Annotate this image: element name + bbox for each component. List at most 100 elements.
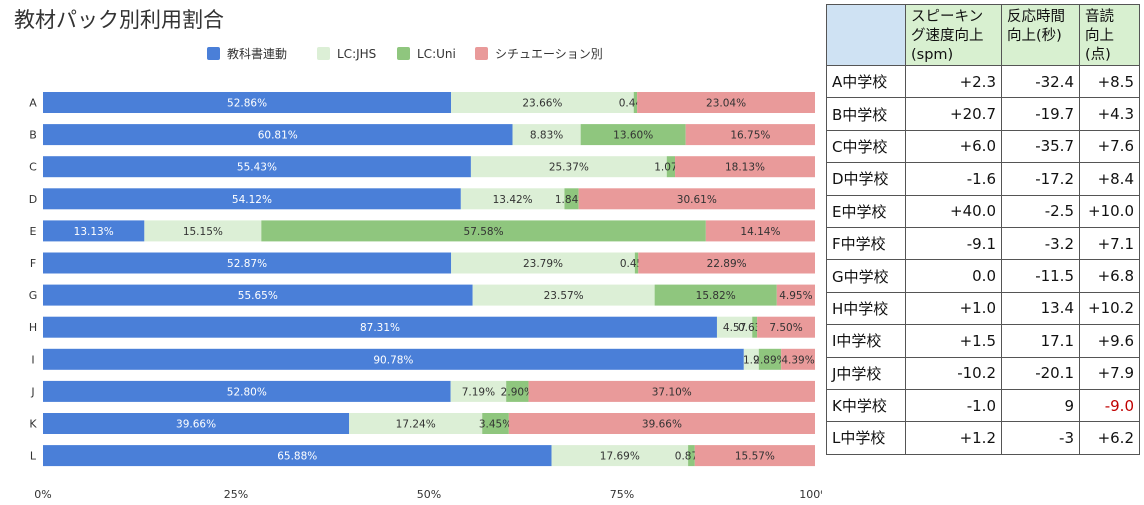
data-label: 52.86% (227, 98, 267, 110)
table-cell: +10.0 (1079, 194, 1140, 228)
school-name: E中学校 (826, 194, 906, 228)
bar-segment (528, 380, 815, 402)
table-cell: 13.4 (1001, 291, 1080, 326)
table-cell: +10.2 (1079, 291, 1140, 326)
data-label: 13.13% (74, 226, 114, 238)
bar-segment (43, 284, 473, 306)
table-cell: +20.7 (905, 97, 1002, 131)
table-cell: -3 (1001, 421, 1080, 455)
table-cell: +7.1 (1079, 226, 1140, 261)
table-cell: +40.0 (905, 194, 1002, 228)
bar-segment (43, 220, 145, 242)
bar-segment (743, 348, 759, 370)
table-cell: -32.4 (1001, 64, 1080, 99)
bar-segment (43, 445, 552, 467)
category-label: L (30, 450, 37, 463)
table-cell: -17.2 (1001, 162, 1080, 196)
bar-segment (781, 348, 815, 370)
bar-segment (451, 92, 634, 113)
table-cell: -3.2 (1001, 226, 1080, 261)
data-label: 23.04% (706, 98, 746, 110)
legend-label: LC:Uni (417, 47, 456, 61)
school-name: G中学校 (826, 259, 906, 293)
data-label: 55.65% (238, 290, 278, 302)
header-line: (spm) (911, 47, 954, 63)
data-label: 55.43% (237, 162, 277, 174)
data-label: 1.9 (743, 354, 760, 366)
table-cell: +6.8 (1079, 259, 1140, 293)
category-label: A (29, 97, 37, 110)
school-name: K中学校 (826, 388, 906, 423)
header-speaking-speed: スピーキン グ速度向上 (spm) (905, 4, 1002, 66)
category-label: C (29, 161, 37, 174)
category-label: B (29, 129, 37, 142)
x-tick-label: 25% (224, 488, 248, 501)
table-header-row: スピーキン グ速度向上 (spm) 反応時間向上(秒) 音読 向上 (点) (826, 4, 1140, 66)
category-label: E (30, 225, 37, 238)
data-label: 39.66% (642, 419, 682, 431)
data-label: 4.57 (723, 322, 746, 334)
bar-segment (578, 188, 815, 210)
category-label: D (29, 193, 37, 206)
bar-segment (43, 252, 452, 274)
school-name: H中学校 (826, 291, 906, 326)
data-label: 18.13% (725, 162, 765, 174)
table-row: K中学校 -1.0 9 -9.0 (826, 388, 1140, 423)
table-cell: -2.5 (1001, 194, 1080, 228)
category-label: I (31, 353, 34, 366)
data-label: 54.12% (232, 194, 272, 206)
table-cell: -9.0 (1079, 388, 1140, 423)
bar-segment (752, 316, 758, 338)
bar-segment (512, 124, 581, 146)
data-label: 16.75% (730, 130, 770, 142)
header-line: 向上(秒) (1007, 28, 1062, 44)
table-cell: -20.1 (1001, 356, 1080, 390)
x-tick-label: 0% (34, 488, 51, 501)
data-label: 23.57% (544, 290, 584, 302)
table-row: D中学校 -1.6 -17.2 +8.4 (826, 162, 1140, 196)
legend-label: LC:JHS (337, 47, 376, 61)
chart-title: 教材パック別利用割合 (14, 8, 224, 32)
bar-segment (637, 92, 815, 113)
bar-segment (758, 348, 782, 370)
header-line: 反応時間 (1007, 9, 1065, 25)
bar-segment (666, 156, 676, 178)
table-row: L中学校 +1.2 -3 +6.2 (826, 421, 1140, 455)
data-label: 15.57% (735, 451, 775, 463)
stacked-bar-chart: 教科書連動 LC:JHS LC:Uni シチュエーション別 A 52.86% 23.66% 0… (29, 46, 822, 501)
legend-swatch (317, 47, 330, 60)
table-cell: +1.0 (905, 291, 1002, 326)
table-cell: +9.6 (1079, 324, 1140, 358)
data-label: 15.82% (696, 290, 736, 302)
data-label: 39.66% (176, 419, 216, 431)
data-label: 2.90% (501, 386, 534, 398)
category-label: G (29, 289, 38, 302)
bar-segment (43, 156, 471, 178)
school-name: J中学校 (826, 356, 906, 390)
bar-segment (43, 348, 744, 370)
header-reading: 音読 向上 (点) (1079, 4, 1140, 66)
bar-segment (43, 380, 451, 402)
data-label: 52.80% (227, 386, 267, 398)
table-row: E中学校 +40.0 -2.5 +10.0 (826, 194, 1140, 228)
table-cell: 9 (1001, 388, 1080, 423)
bar-segment (694, 445, 815, 467)
header-reaction-time: 反応時間向上(秒) (1001, 4, 1080, 66)
school-name: I中学校 (826, 324, 906, 358)
data-label: 7.19% (462, 386, 495, 398)
data-label: 4.95% (779, 290, 812, 302)
table-cell: +1.2 (905, 421, 1002, 455)
header-line: 音読 (1085, 9, 1114, 25)
table-cell: -35.7 (1001, 129, 1080, 164)
category-label: J (30, 385, 34, 398)
data-label: 65.88% (277, 451, 317, 463)
bar-segment (654, 284, 777, 306)
table-cell: -1.0 (905, 388, 1002, 423)
school-name: A中学校 (826, 64, 906, 99)
bar-segment (43, 124, 513, 146)
table-header-corner (826, 4, 906, 66)
legend-swatch (397, 47, 410, 60)
bar-segment (685, 124, 815, 146)
data-label: 60.81% (258, 130, 298, 142)
legend-swatch (207, 47, 220, 60)
